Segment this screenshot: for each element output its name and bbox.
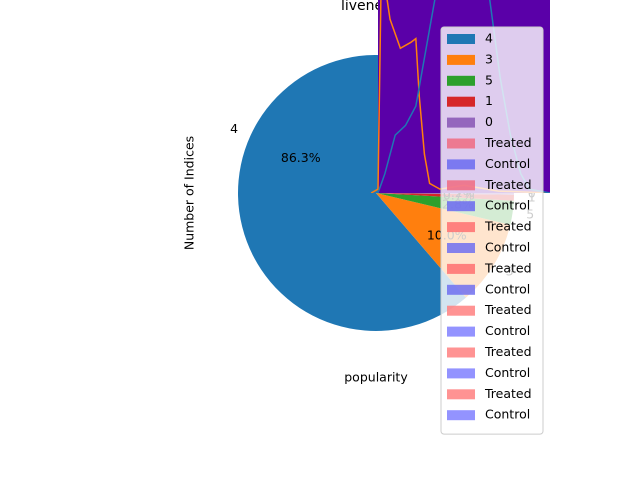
legend-swatch: [447, 243, 475, 253]
legend-label: Treated: [484, 135, 532, 150]
legend-swatch: [447, 180, 475, 191]
legend-label: Treated: [484, 386, 532, 401]
legend-label: Treated: [484, 302, 532, 317]
legend-swatch: [447, 284, 475, 295]
legend-label: Treated: [484, 219, 532, 234]
legend-swatch: [447, 54, 475, 65]
x-axis-label: popularity: [344, 370, 408, 385]
legend-label: Control: [485, 281, 530, 296]
legend-label: 4: [485, 31, 493, 46]
legend-label: Control: [485, 323, 530, 338]
legend-swatch: [447, 75, 475, 86]
legend-label: Treated: [484, 177, 532, 192]
legend-label: Control: [485, 156, 530, 171]
legend-label: Control: [485, 407, 530, 422]
legend-label: 3: [485, 51, 493, 66]
legend-swatch: [447, 138, 475, 149]
legend-swatch: [447, 34, 475, 44]
y-axis-label: Number of Indices: [182, 136, 197, 250]
legend-label: 5: [485, 72, 493, 87]
legend-swatch: [447, 410, 475, 421]
legend-swatch: [447, 222, 475, 233]
legend-swatch: [447, 368, 475, 379]
value-label: 86.3%: [281, 150, 321, 165]
legend-swatch: [447, 263, 475, 274]
legend-label: Control: [485, 198, 530, 213]
legend-swatch: [447, 159, 475, 170]
legend-label: 0: [485, 114, 493, 129]
legend-swatch: [447, 347, 475, 358]
slice-label: 4: [230, 121, 238, 136]
legend-swatch: [447, 389, 475, 400]
legend-swatch: [447, 117, 475, 128]
legend-swatch: [447, 201, 475, 212]
legend-label: 1: [485, 93, 493, 108]
legend-label: Control: [485, 365, 530, 380]
legend-swatch: [447, 305, 475, 316]
legend-label: Treated: [484, 260, 532, 275]
legend-swatch: [447, 326, 475, 337]
legend-label: Treated: [484, 344, 532, 359]
legend-label: Control: [485, 240, 530, 255]
legend-swatch: [447, 96, 475, 107]
